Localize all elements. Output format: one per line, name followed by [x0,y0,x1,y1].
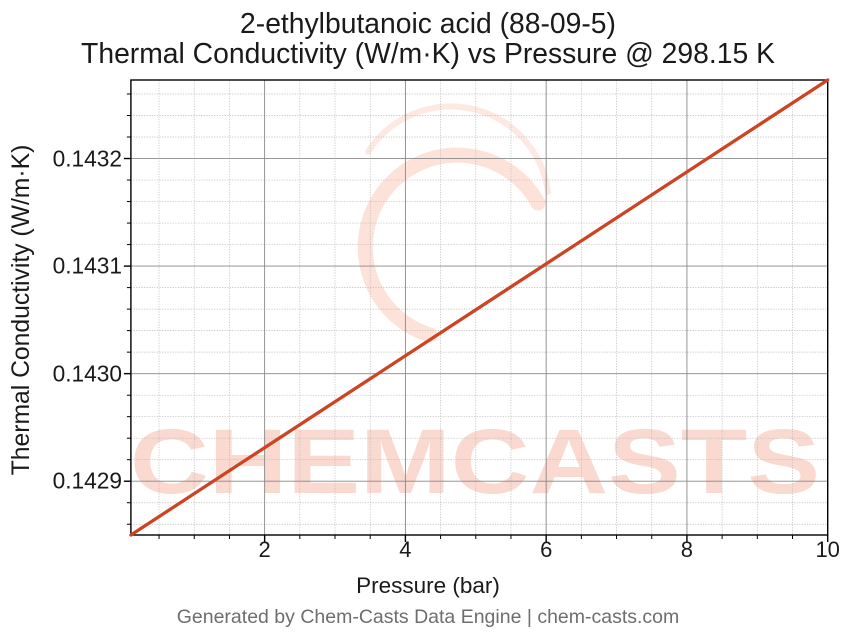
svg-text:CHEMCASTS: CHEMCASTS [130,411,820,513]
